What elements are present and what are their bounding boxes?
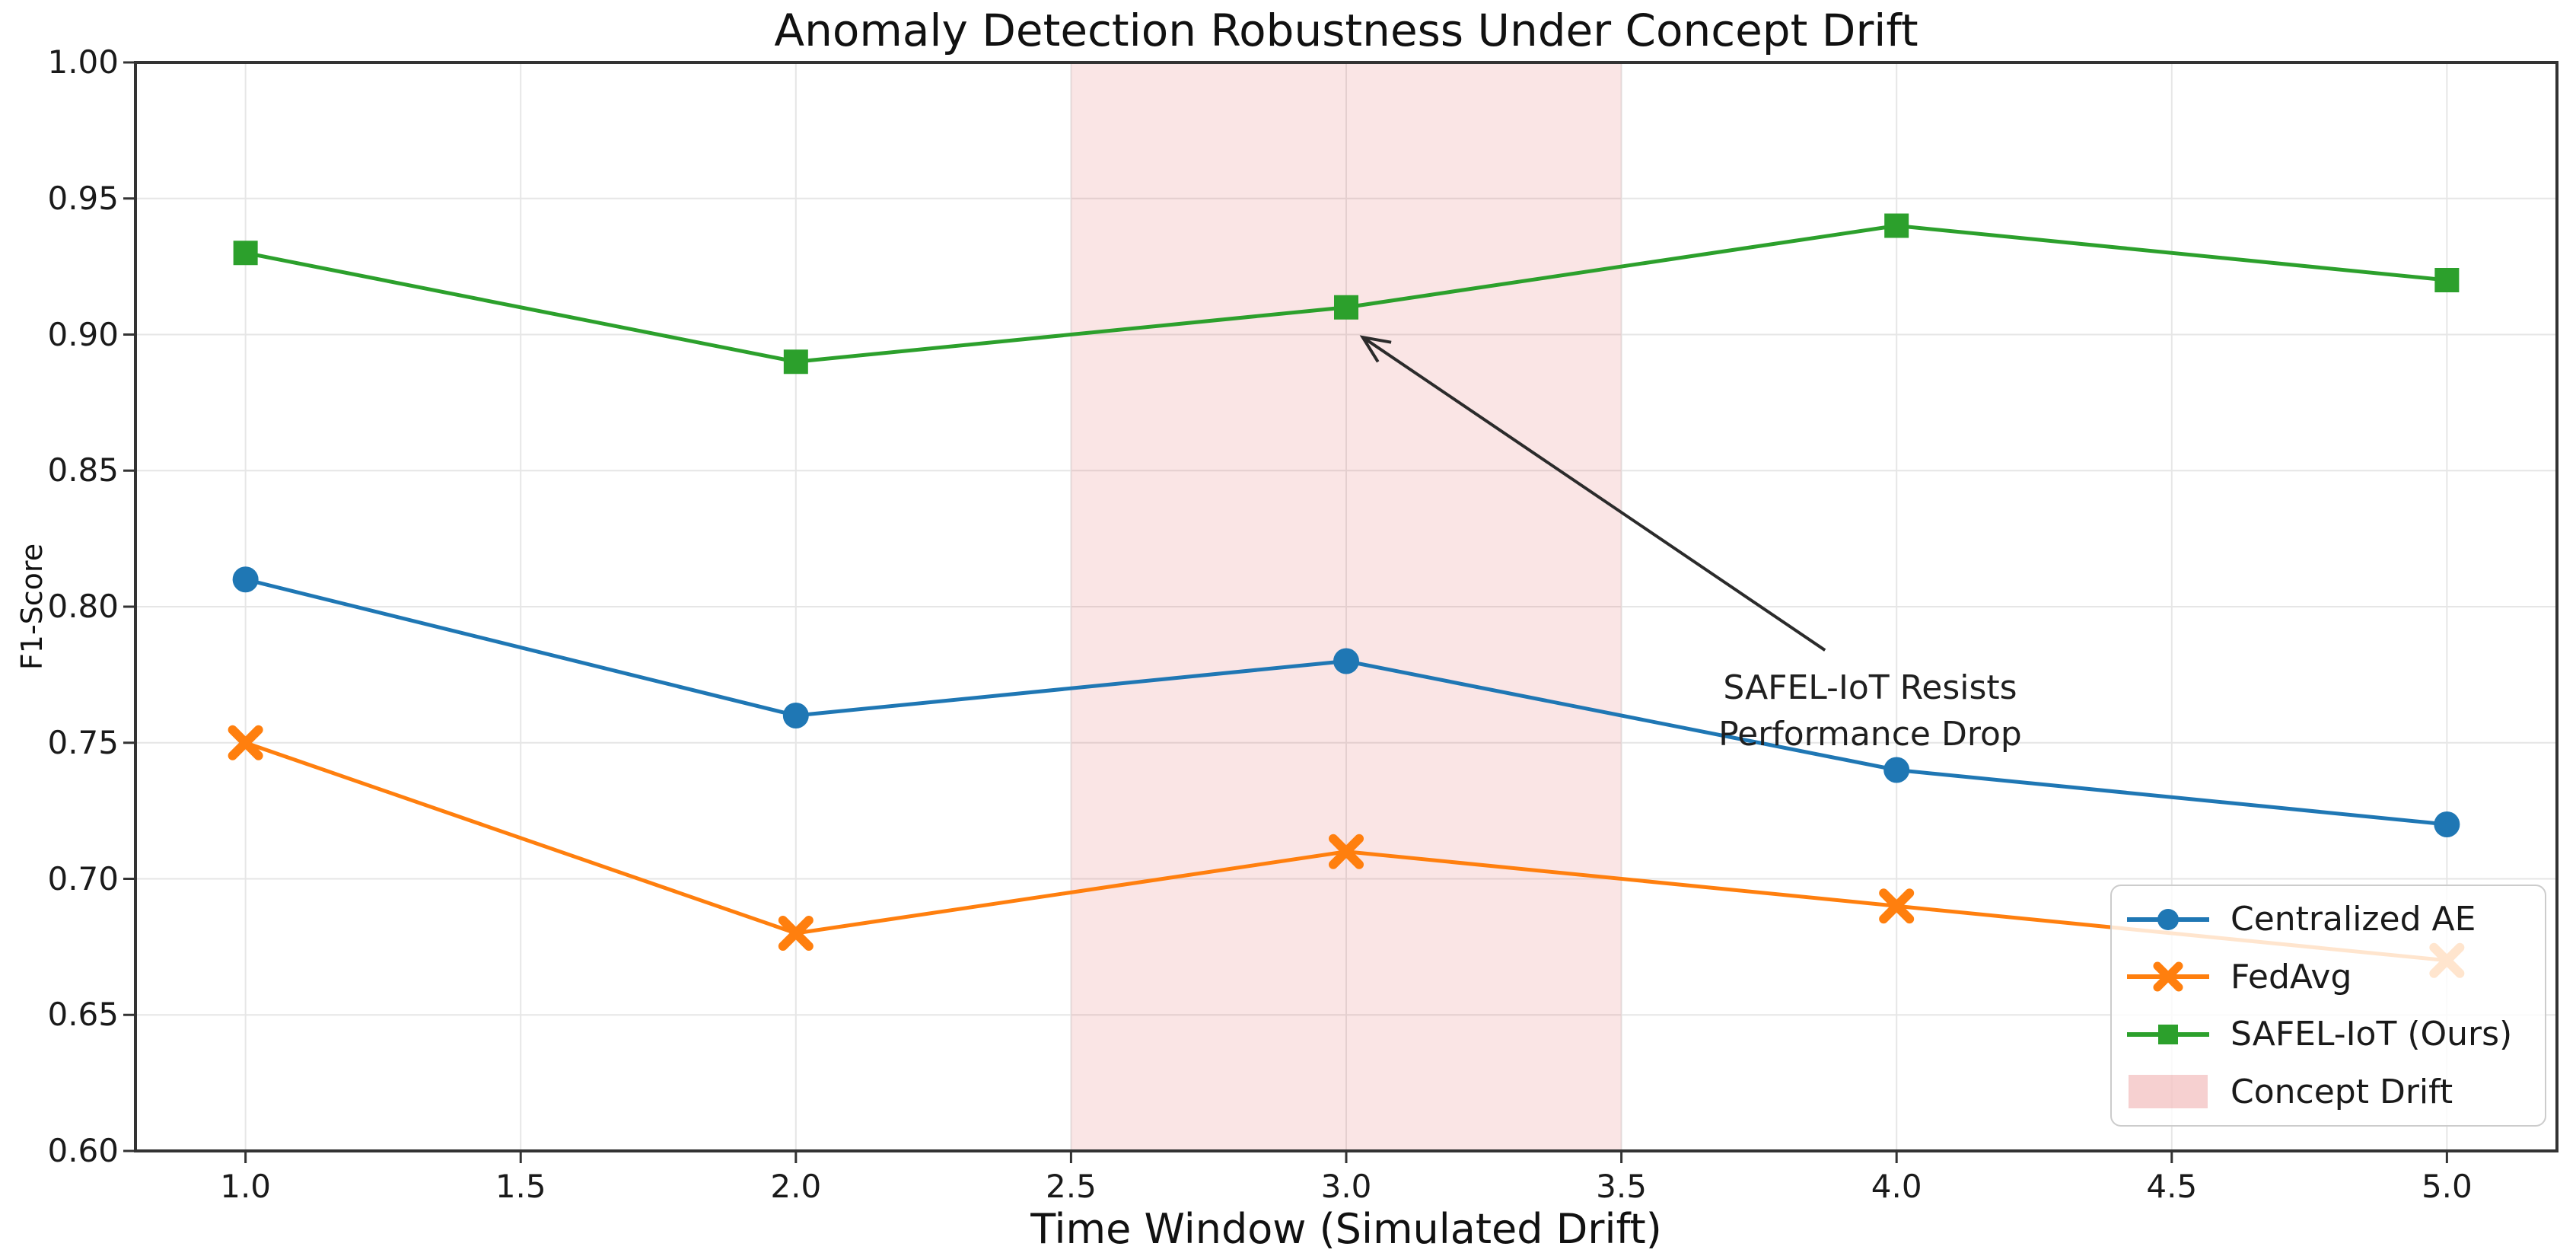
y-tick-label: 0.65 [47,996,119,1034]
x-axis-label: Time Window (Simulated Drift) [1030,1205,1662,1253]
y-tick-label: 0.80 [47,588,119,625]
marker-circle [2434,811,2460,837]
legend-item: FedAvg [2122,948,2534,1006]
marker-x [1879,888,1915,924]
concept-drift-band [1071,62,1622,1151]
annotation-line-2: Performance Drop [1718,714,2022,754]
y-tick-label: 0.75 [47,723,119,761]
x-tick-label: 2.5 [1046,1168,1097,1205]
marker-circle [1883,757,1910,783]
legend-swatch [2129,1075,2208,1109]
legend-label: SAFEL-IoT (Ours) [2231,1015,2513,1054]
y-tick-label: 0.60 [47,1132,119,1169]
x-tick-label: 1.5 [495,1168,546,1205]
annotation-text: SAFEL-IoT Resists Performance Drop [1718,665,2022,757]
x-tick-label: 2.0 [770,1168,822,1205]
marker-square [783,349,808,375]
legend-swatch [2127,961,2209,992]
legend-item: SAFEL-IoT (Ours) [2122,1006,2534,1063]
legend-band-patch [2129,1075,2208,1109]
y-tick-label: 0.95 [47,179,119,217]
chart-title: Anomaly Detection Robustness Under Conce… [774,5,1918,56]
legend-marker-x [2153,961,2183,992]
marker-circle [1333,648,1359,674]
legend-label: Concept Drift [2231,1072,2453,1111]
marker-square [2434,268,2460,292]
legend-item: Concept Drift [2122,1063,2534,1121]
legend-item: Centralized AE [2122,891,2534,948]
legend: Centralized AE FedAvg SAFEL-IoT (Ours) Conc… [2110,885,2546,1127]
legend-marker-circle [2157,908,2179,930]
legend-label: FedAvg [2231,957,2352,996]
marker-x [1329,834,1364,869]
legend-label: Centralized AE [2231,900,2476,939]
y-tick-label: 0.85 [47,451,119,489]
marker-square [1334,295,1358,320]
annotation-arrow-shaft [1361,336,1826,652]
x-tick-label: 3.0 [1320,1168,1372,1205]
x-tick-label: 4.0 [1871,1168,1922,1205]
y-tick-label: 0.70 [47,859,119,897]
y-tick-label: 0.90 [47,315,119,353]
marker-x [778,916,814,951]
x-tick-label: 4.5 [2146,1168,2198,1205]
marker-circle [782,703,809,728]
x-tick-label: 3.5 [1596,1168,1647,1205]
marker-square [1884,213,1909,238]
annotation-arrow-head [1359,335,1392,363]
annotation-line-1: SAFEL-IoT Resists [1723,668,2017,707]
legend-swatch [2127,908,2209,930]
marker-x [228,725,263,760]
marker-circle [232,566,259,593]
legend-marker-square [2158,1024,2178,1044]
x-tick-label: 1.0 [220,1168,272,1205]
x-tick-label: 5.0 [2421,1168,2473,1205]
y-tick-label: 1.00 [47,43,119,81]
marker-square [233,241,258,266]
plot-border [134,61,2558,1152]
legend-swatch [2127,1024,2209,1044]
